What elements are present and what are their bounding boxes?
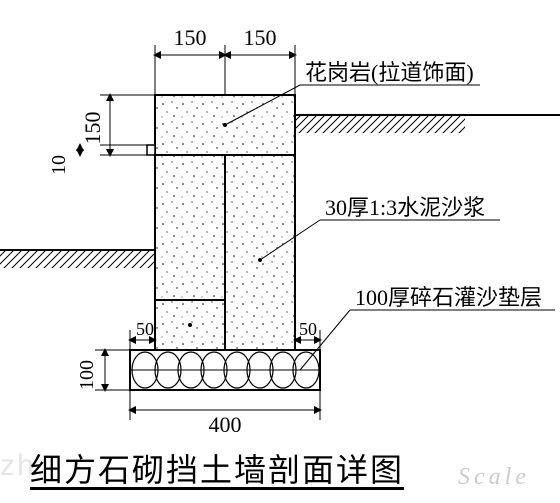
dim-top: 150 150 — [155, 25, 295, 95]
title-block: 细方石砌挡土墙剖面详图 Scale — [30, 445, 530, 491]
dim-off-left: 50 — [136, 319, 154, 339]
dim-top-right: 150 — [244, 25, 277, 50]
dim-base-height: 100 — [76, 360, 98, 390]
bedding-layer — [130, 350, 320, 390]
dim-lip: 10 — [48, 155, 70, 175]
section-drawing: 150 150 150 10 100 50 50 400 — [0, 0, 560, 460]
dim-left-cap: 150 10 — [48, 95, 155, 175]
drawing-title: 细方石砌挡土墙剖面详图 — [30, 445, 404, 491]
dim-top-left: 150 — [174, 25, 207, 50]
label-granite: 花岗岩(拉道饰面) — [305, 60, 474, 85]
scale-label: Scale — [458, 464, 530, 491]
dim-off-right: 50 — [299, 319, 317, 339]
backfill — [225, 155, 295, 350]
granite-cap — [147, 95, 295, 155]
ground-right — [295, 115, 560, 133]
dim-bottom: 400 — [130, 390, 320, 437]
label-mortar: 30厚1:3水泥沙浆 — [325, 195, 485, 220]
dim-cap-height: 150 — [80, 112, 105, 145]
step-point — [188, 323, 192, 327]
dim-base-width: 400 — [209, 412, 242, 437]
wall-body — [155, 155, 225, 300]
label-bedding: 100厚碎石灌沙垫层 — [355, 285, 542, 310]
leader-bedding: 100厚碎石灌沙垫层 — [300, 285, 555, 370]
ground-left — [0, 250, 155, 268]
